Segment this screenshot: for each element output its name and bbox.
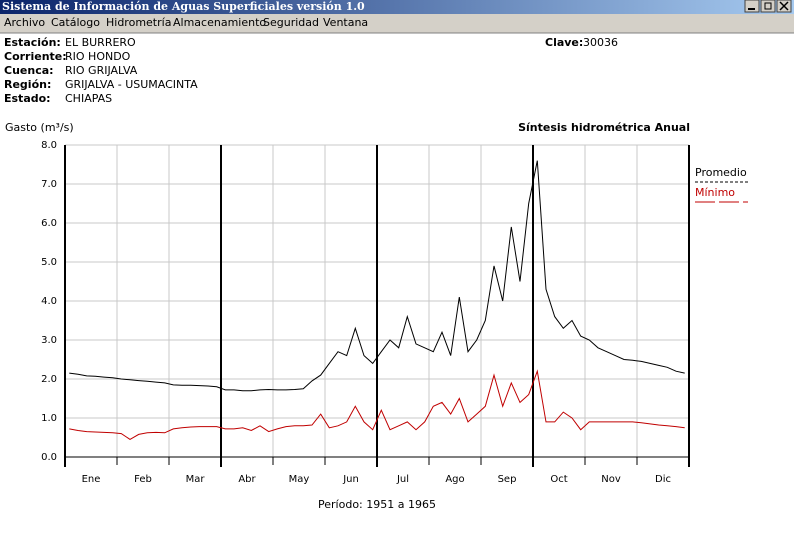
x-tick-label: Feb xyxy=(134,474,152,485)
legend-label: Mínimo xyxy=(695,186,735,199)
footer: Período: 1951 a 1965 xyxy=(318,498,436,511)
x-tick-label: Abr xyxy=(238,474,256,485)
clave-label: Clave: xyxy=(545,36,583,49)
y-tick-label: 4.0 xyxy=(41,296,57,307)
y-tick-label: 5.0 xyxy=(41,257,57,268)
field-label: Estación: xyxy=(4,36,61,49)
x-tick-label: Oct xyxy=(550,474,567,485)
series-line xyxy=(69,369,685,440)
x-tick-label: Mar xyxy=(186,474,206,485)
legend-label: Promedio xyxy=(695,166,747,179)
field-label: Corriente: xyxy=(4,50,67,63)
series-line xyxy=(69,160,685,392)
y-tick-label: 7.0 xyxy=(41,179,57,190)
x-tick-label: May xyxy=(289,474,310,485)
y-tick-label: 3.0 xyxy=(41,335,57,346)
menu-item[interactable]: Ventana xyxy=(323,16,368,29)
restore-button[interactable] xyxy=(760,0,776,13)
y-tick-label: 1.0 xyxy=(41,413,57,424)
field-label: Cuenca: xyxy=(4,64,54,77)
x-tick-label: Jul xyxy=(396,474,409,485)
x-tick-label: Dic xyxy=(655,474,671,485)
field-value: RIO GRIJALVA xyxy=(65,64,138,77)
x-tick-label: Nov xyxy=(601,474,621,485)
y-tick-label: 8.0 xyxy=(41,140,57,151)
y-tick-label: 2.0 xyxy=(41,374,57,385)
x-tick-label: Sep xyxy=(498,474,517,485)
y-tick-label: 6.0 xyxy=(41,218,57,229)
field-label: Región: xyxy=(4,78,51,91)
clave-value: 30036 xyxy=(583,36,618,49)
chart-title: Síntesis hidrométrica Anual xyxy=(518,121,690,134)
y-tick-label: 0.0 xyxy=(41,452,57,463)
field-label: Estado: xyxy=(4,92,51,105)
menu-item[interactable]: Archivo xyxy=(4,16,45,29)
menu-item[interactable]: Almacenamiento xyxy=(173,16,266,29)
y-axis-label: Gasto (m³/s) xyxy=(5,121,74,134)
title-bar xyxy=(0,0,794,14)
field-value: RIO HONDO xyxy=(65,50,131,63)
x-tick-label: Jun xyxy=(342,474,359,485)
window-buttons[interactable] xyxy=(744,0,792,13)
field-value: EL BURRERO xyxy=(65,36,136,49)
x-tick-label: Ene xyxy=(82,474,101,485)
window-title: Sistema de Información de Aguas Superfic… xyxy=(2,0,365,13)
menu-item[interactable]: Catálogo xyxy=(51,16,100,29)
menu-item[interactable]: Hidrometría xyxy=(106,16,171,29)
menu-item[interactable]: Seguridad xyxy=(263,16,319,29)
menu-bar xyxy=(0,14,794,33)
field-value: GRIJALVA - USUMACINTA xyxy=(65,78,198,91)
field-value: CHIAPAS xyxy=(65,92,112,105)
minimize-button[interactable] xyxy=(744,0,760,13)
x-tick-label: Ago xyxy=(445,474,464,485)
